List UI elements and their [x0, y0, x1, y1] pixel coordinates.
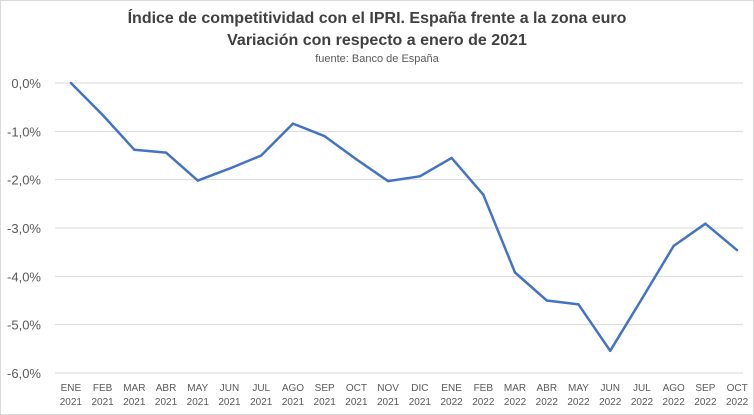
- chart-title: Índice de competitividad con el IPRI. Es…: [127, 10, 627, 27]
- y-tick-label: -3,0%: [7, 221, 41, 236]
- x-tick-label-year: 2022: [567, 397, 590, 408]
- x-tick-label-month: OCT: [346, 383, 367, 394]
- x-tick-label-year: 2021: [250, 397, 273, 408]
- x-tick-label-month: MAY: [568, 383, 589, 394]
- data-point: [513, 271, 517, 274]
- x-tick-label-month: SEP: [695, 383, 715, 394]
- data-point: [228, 167, 231, 170]
- data-point: [133, 148, 136, 151]
- x-tick-label-month: JUL: [252, 383, 270, 394]
- x-tick-label-month: AGO: [282, 383, 304, 394]
- x-tick-label-year: 2021: [60, 397, 83, 408]
- x-tick-label-year: 2022: [472, 397, 495, 408]
- x-tick-label-month: JUL: [633, 383, 651, 394]
- data-point: [609, 349, 612, 352]
- x-tick-label-year: 2021: [314, 397, 337, 408]
- data-point: [545, 299, 548, 302]
- x-tick-label-year: 2021: [91, 397, 114, 408]
- data-point: [704, 222, 707, 225]
- data-point: [735, 249, 739, 252]
- x-tick-label-month: MAY: [187, 383, 208, 394]
- y-tick-label: 0,0%: [11, 76, 41, 91]
- x-tick-label-month: JUN: [601, 383, 620, 394]
- x-tick-label-month: FEB: [93, 383, 113, 394]
- x-tick-label-year: 2022: [599, 397, 622, 408]
- x-tick-label-month: MAR: [123, 383, 145, 394]
- x-tick-label-month: FEB: [474, 383, 494, 394]
- x-tick-label-month: ABR: [536, 383, 557, 394]
- x-tick-label-month: SEP: [315, 383, 335, 394]
- y-tick-label: -4,0%: [7, 269, 41, 284]
- x-tick-label-year: 2021: [377, 397, 400, 408]
- series-line: [70, 82, 738, 353]
- y-tick-label: -1,0%: [7, 124, 41, 139]
- x-tick-label-year: 2021: [282, 397, 305, 408]
- y-tick-label: -5,0%: [7, 318, 41, 333]
- y-tick-label: -6,0%: [7, 366, 41, 381]
- data-point: [69, 81, 73, 85]
- x-tick-label-year: 2022: [663, 397, 686, 408]
- data-point: [323, 134, 326, 138]
- x-tick-label-month: DIC: [411, 383, 428, 394]
- data-point: [418, 175, 422, 178]
- x-tick-label-year: 2022: [694, 397, 717, 408]
- x-tick-label-year: 2022: [631, 397, 654, 408]
- chart-source: fuente: Banco de España: [315, 53, 439, 65]
- data-point: [355, 158, 358, 161]
- x-tick-label-year: 2021: [123, 397, 146, 408]
- x-tick-label-year: 2021: [409, 397, 432, 408]
- x-tick-label-year: 2022: [536, 397, 559, 408]
- x-tick-label-month: OCT: [727, 383, 748, 394]
- x-tick-label-year: 2021: [345, 397, 368, 408]
- data-point: [577, 303, 580, 306]
- data-point: [672, 244, 675, 248]
- x-tick-label-year: 2021: [187, 397, 210, 408]
- x-tick-label-year: 2022: [726, 397, 749, 408]
- x-tick-label-year: 2022: [440, 397, 463, 408]
- x-tick-label-year: 2022: [504, 397, 527, 408]
- x-tick-label-month: ENE: [441, 383, 462, 394]
- data-point: [101, 113, 104, 117]
- data-point: [164, 151, 168, 154]
- data-point: [386, 179, 390, 183]
- x-tick-label-month: JUN: [220, 383, 239, 394]
- x-tick-label-month: NOV: [377, 383, 399, 394]
- data-point: [260, 154, 263, 157]
- chart-subtitle: Variación con respecto a enero de 2021: [227, 32, 527, 49]
- data-point: [196, 179, 199, 182]
- y-tick-label: -2,0%: [7, 173, 41, 188]
- x-tick-label-year: 2021: [218, 397, 241, 408]
- data-point: [640, 297, 644, 300]
- x-tick-label-month: AGO: [663, 383, 685, 394]
- x-tick-label-month: ABR: [156, 383, 177, 394]
- x-tick-label-month: MAR: [504, 383, 526, 394]
- data-point: [450, 156, 453, 160]
- data-point: [291, 122, 295, 125]
- x-tick-label-year: 2021: [155, 397, 178, 408]
- x-tick-label-month: ENE: [61, 383, 82, 394]
- data-point: [482, 193, 485, 196]
